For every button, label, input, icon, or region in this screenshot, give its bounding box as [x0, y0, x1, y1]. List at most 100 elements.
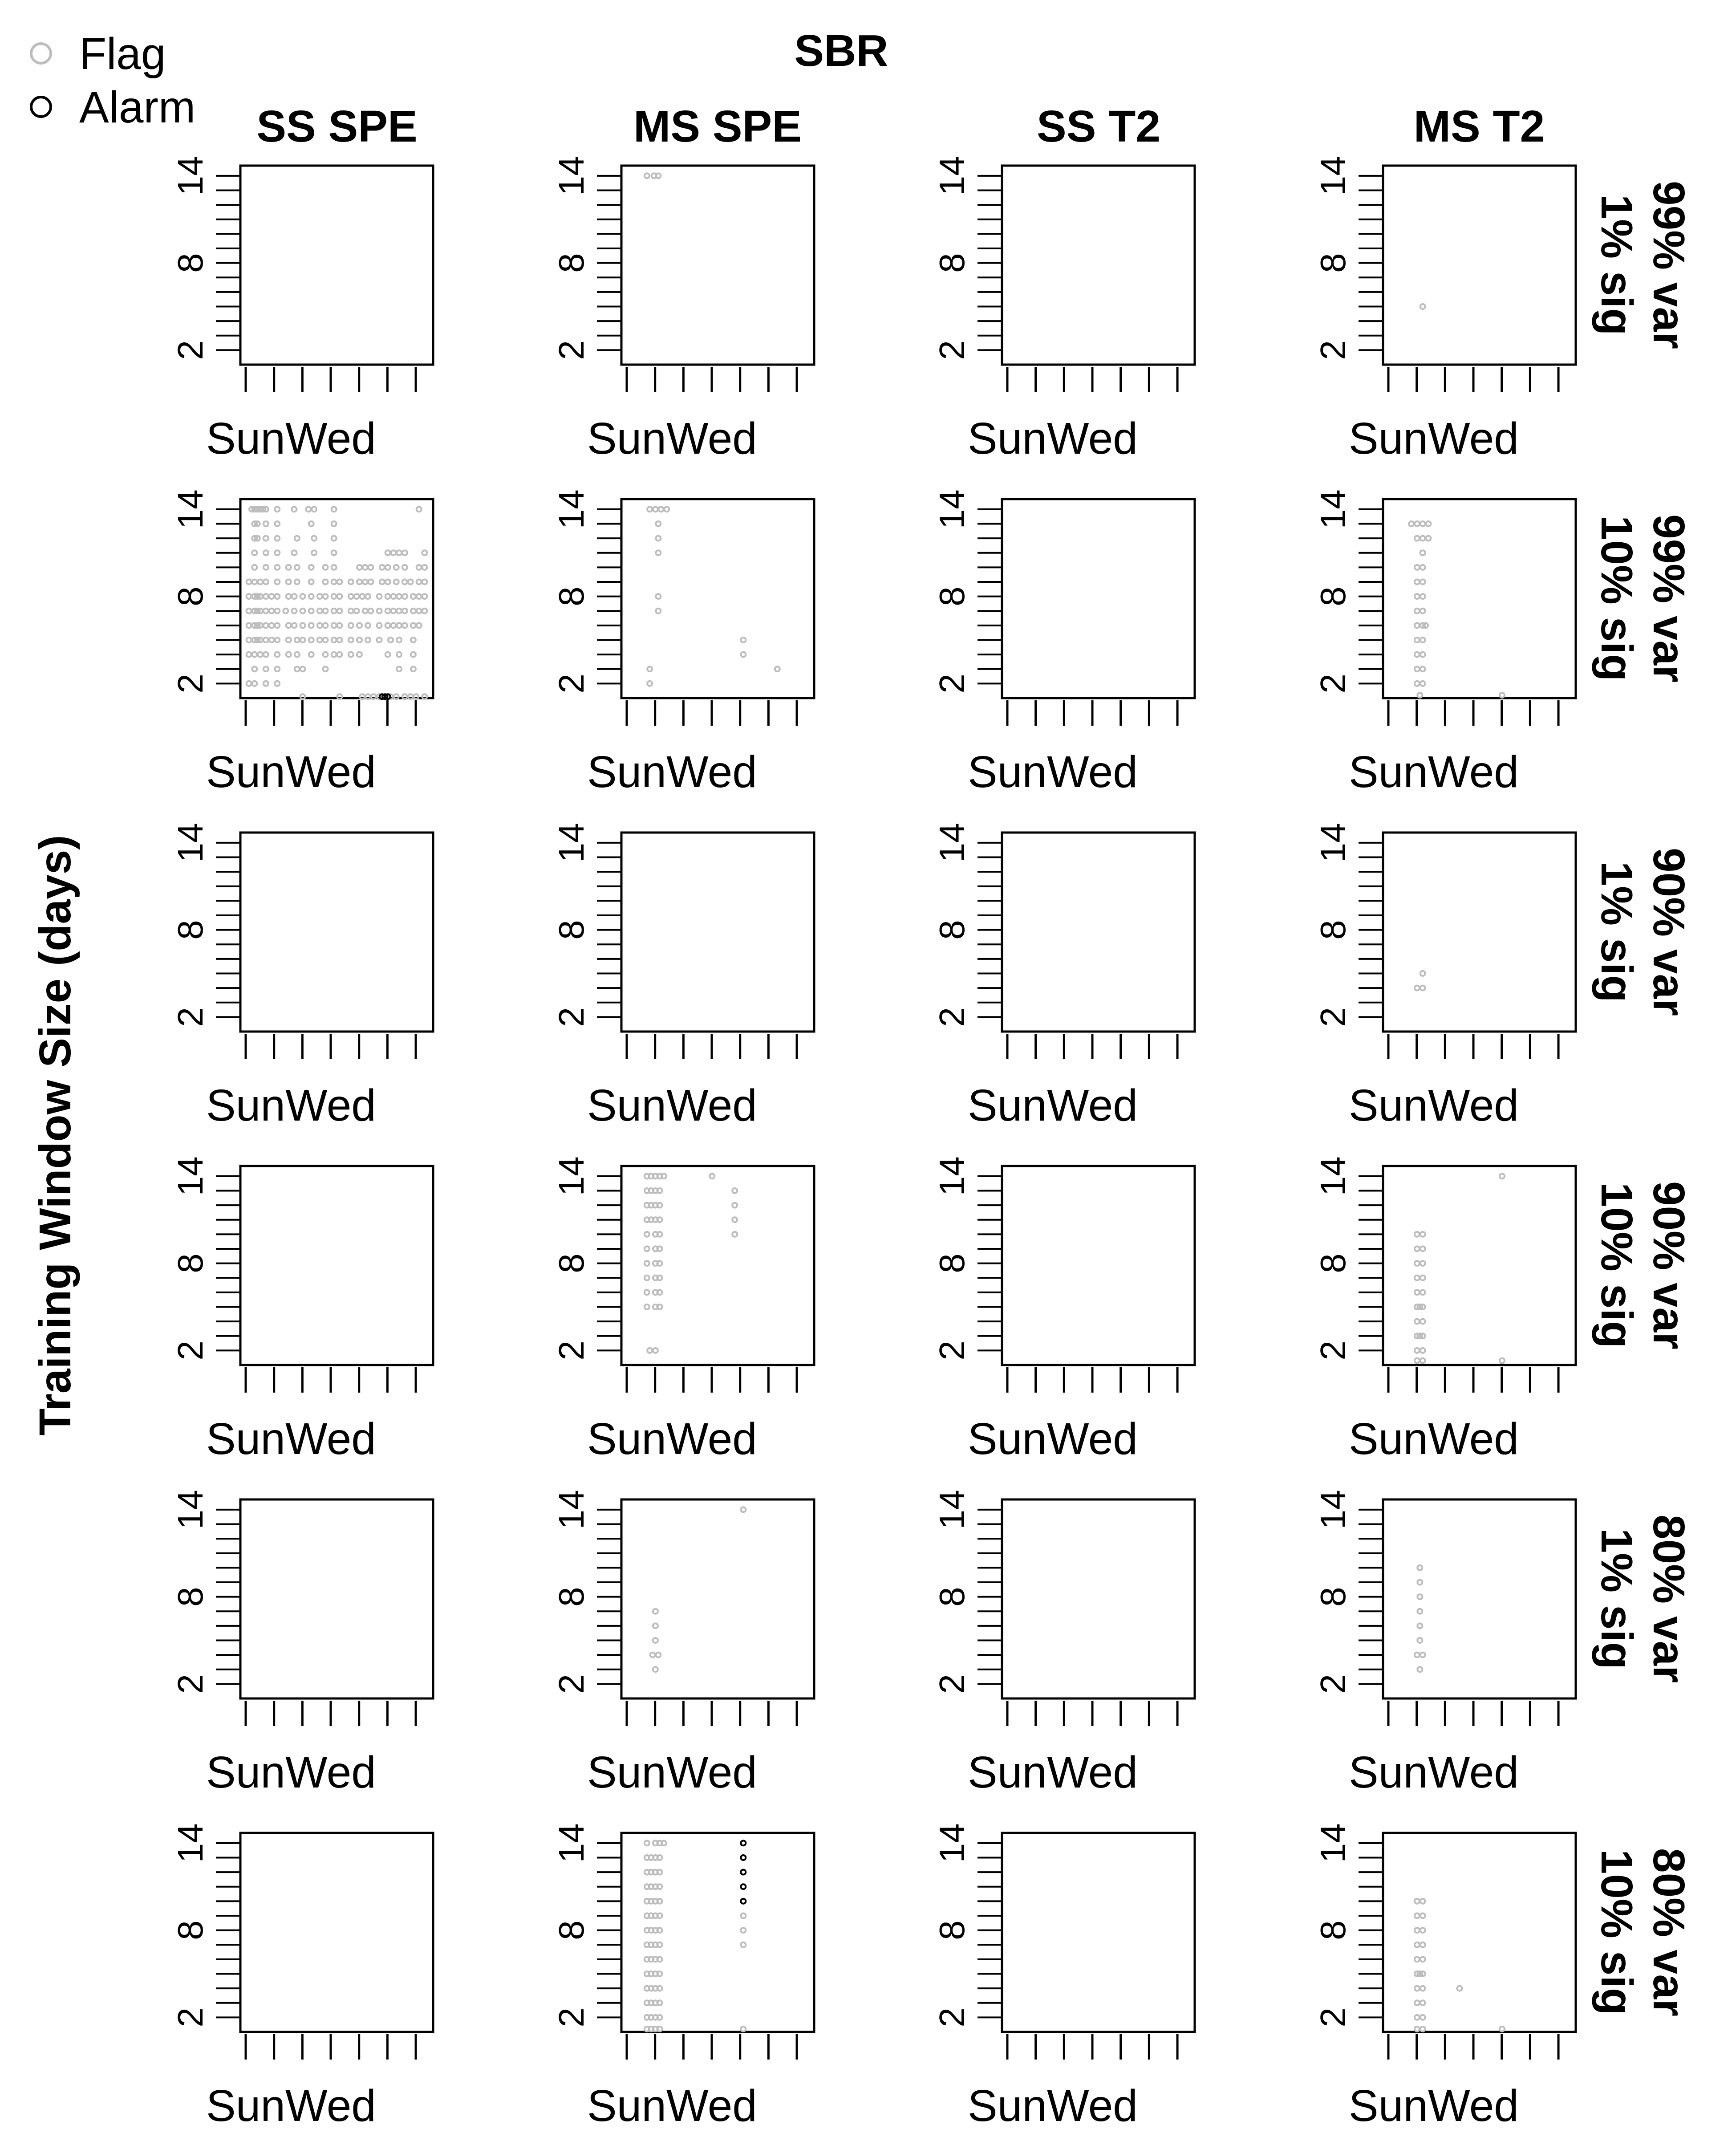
- y-tick-label: 14: [552, 1823, 591, 1863]
- y-tick-label: 8: [170, 920, 210, 940]
- flag-point: [260, 506, 267, 513]
- flag-point: [274, 549, 281, 557]
- y-tick-label: 8: [1313, 586, 1353, 606]
- x-tick-label: Sun: [587, 1081, 666, 1130]
- flag-point: [1416, 1608, 1424, 1615]
- flag-point: [656, 2025, 663, 2032]
- flag-point: [652, 1637, 659, 1644]
- panel-frame: [1382, 164, 1577, 366]
- y-tick-label: 8: [932, 1253, 972, 1273]
- flag-point: [656, 2014, 663, 2021]
- y-tick-label: 8: [552, 586, 591, 606]
- flag-point: [1419, 1999, 1426, 2007]
- x-tick-label: Sun: [968, 1414, 1047, 1464]
- y-tick-label: 2: [1313, 1674, 1353, 1694]
- flag-point: [1416, 1622, 1424, 1629]
- y-tick-label: 2: [552, 1674, 591, 1694]
- flag-point: [655, 535, 662, 542]
- x-tick-label: Wed: [1047, 414, 1138, 463]
- flag-point: [336, 578, 343, 585]
- flag-point: [262, 549, 269, 557]
- y-tick-label: 14: [932, 489, 972, 529]
- flag-point: [410, 666, 417, 673]
- flag-point: [410, 636, 417, 643]
- x-tick-label: Sun: [1349, 1414, 1428, 1464]
- flag-point: [643, 1231, 650, 1238]
- y-tick-label: 14: [170, 1823, 210, 1863]
- panel-r5-c3: 2 8 14 Sun Wed: [932, 1490, 1196, 1797]
- flag-point: [1419, 607, 1426, 614]
- x-tick-label: Wed: [1047, 1414, 1138, 1464]
- flag-point: [387, 636, 394, 643]
- panel-r1-c1: 2 8 14 Sun Wed: [170, 156, 434, 463]
- flag-point: [655, 520, 662, 527]
- flag-point: [376, 607, 383, 614]
- flag-point: [285, 636, 292, 643]
- flag-point: [291, 607, 298, 614]
- flag-point: [1419, 1289, 1426, 1296]
- flag-point: [365, 593, 372, 600]
- flag-point: [393, 578, 400, 585]
- x-tick-label: Sun: [1349, 2081, 1428, 2131]
- flag-point: [285, 578, 292, 585]
- y-tick-label: 8: [552, 1920, 591, 1940]
- y-axis-title: Training Window Size (days): [30, 835, 80, 1435]
- flag-point: [299, 693, 306, 700]
- alarm-point: [384, 693, 391, 700]
- flag-point: [740, 1912, 747, 1919]
- y-tick-label: 2: [170, 1674, 210, 1694]
- flag-point: [1419, 1303, 1426, 1310]
- flag-point: [1419, 984, 1426, 991]
- x-tick-label: Wed: [666, 747, 757, 797]
- flag-point: [1425, 535, 1432, 542]
- flag-point: [1419, 1231, 1426, 1238]
- row-label-3-line1: 90% var: [1644, 848, 1694, 1016]
- row-label-4-line1: 90% var: [1644, 1181, 1694, 1349]
- flag-point: [282, 607, 289, 614]
- x-tick-label: Sun: [968, 414, 1047, 463]
- flag-point: [656, 1883, 663, 1890]
- panel-frame: [620, 831, 815, 1033]
- panel-r6-c2: 2 8 14 Sun Wed: [552, 1823, 815, 2131]
- y-tick-label: 14: [170, 1490, 210, 1529]
- flag-point: [1416, 1593, 1424, 1601]
- row-label-6-line2: 10% sig: [1592, 1849, 1642, 2015]
- x-tick-label: Wed: [666, 2081, 757, 2131]
- flag-point: [262, 651, 269, 658]
- y-tick-label: 8: [1313, 1587, 1353, 1607]
- flag-point: [293, 564, 300, 571]
- flag-point: [291, 593, 298, 600]
- flag-point: [291, 622, 298, 629]
- flag-point: [421, 578, 428, 585]
- flag-point: [251, 520, 258, 527]
- flag-point: [655, 593, 662, 600]
- y-tick-label: 14: [1313, 1823, 1353, 1863]
- flag-point: [643, 1260, 650, 1267]
- flag-point: [415, 506, 422, 513]
- panel-frame: [1001, 164, 1196, 366]
- flag-point: [251, 666, 258, 673]
- flag-point: [1419, 1970, 1426, 1977]
- flag-point: [656, 1260, 663, 1267]
- flag-point: [262, 564, 269, 571]
- flag-point: [421, 693, 428, 700]
- flag-point: [322, 636, 329, 643]
- y-tick-label: 8: [170, 1920, 210, 1940]
- flag-point: [661, 1173, 668, 1180]
- figure-title: SBR: [794, 26, 888, 76]
- x-tick-label: Sun: [968, 2081, 1047, 2131]
- flag-point: [656, 1970, 663, 1977]
- column-header-ms-spe: MS SPE: [633, 102, 802, 151]
- flag-point: [384, 564, 391, 571]
- flag-point: [299, 636, 306, 643]
- flag-point: [1419, 1985, 1426, 1992]
- x-tick-label: Wed: [285, 1747, 376, 1797]
- flag-point: [1416, 1637, 1424, 1644]
- flag-point: [262, 535, 269, 542]
- row-label-1-line1: 99% var: [1644, 181, 1694, 349]
- flag-point: [322, 578, 329, 585]
- y-tick-label: 8: [170, 586, 210, 606]
- panel-r5-c1: 2 8 14 Sun Wed: [170, 1490, 434, 1797]
- flag-point: [731, 1202, 738, 1209]
- y-tick-label: 2: [932, 2007, 972, 2027]
